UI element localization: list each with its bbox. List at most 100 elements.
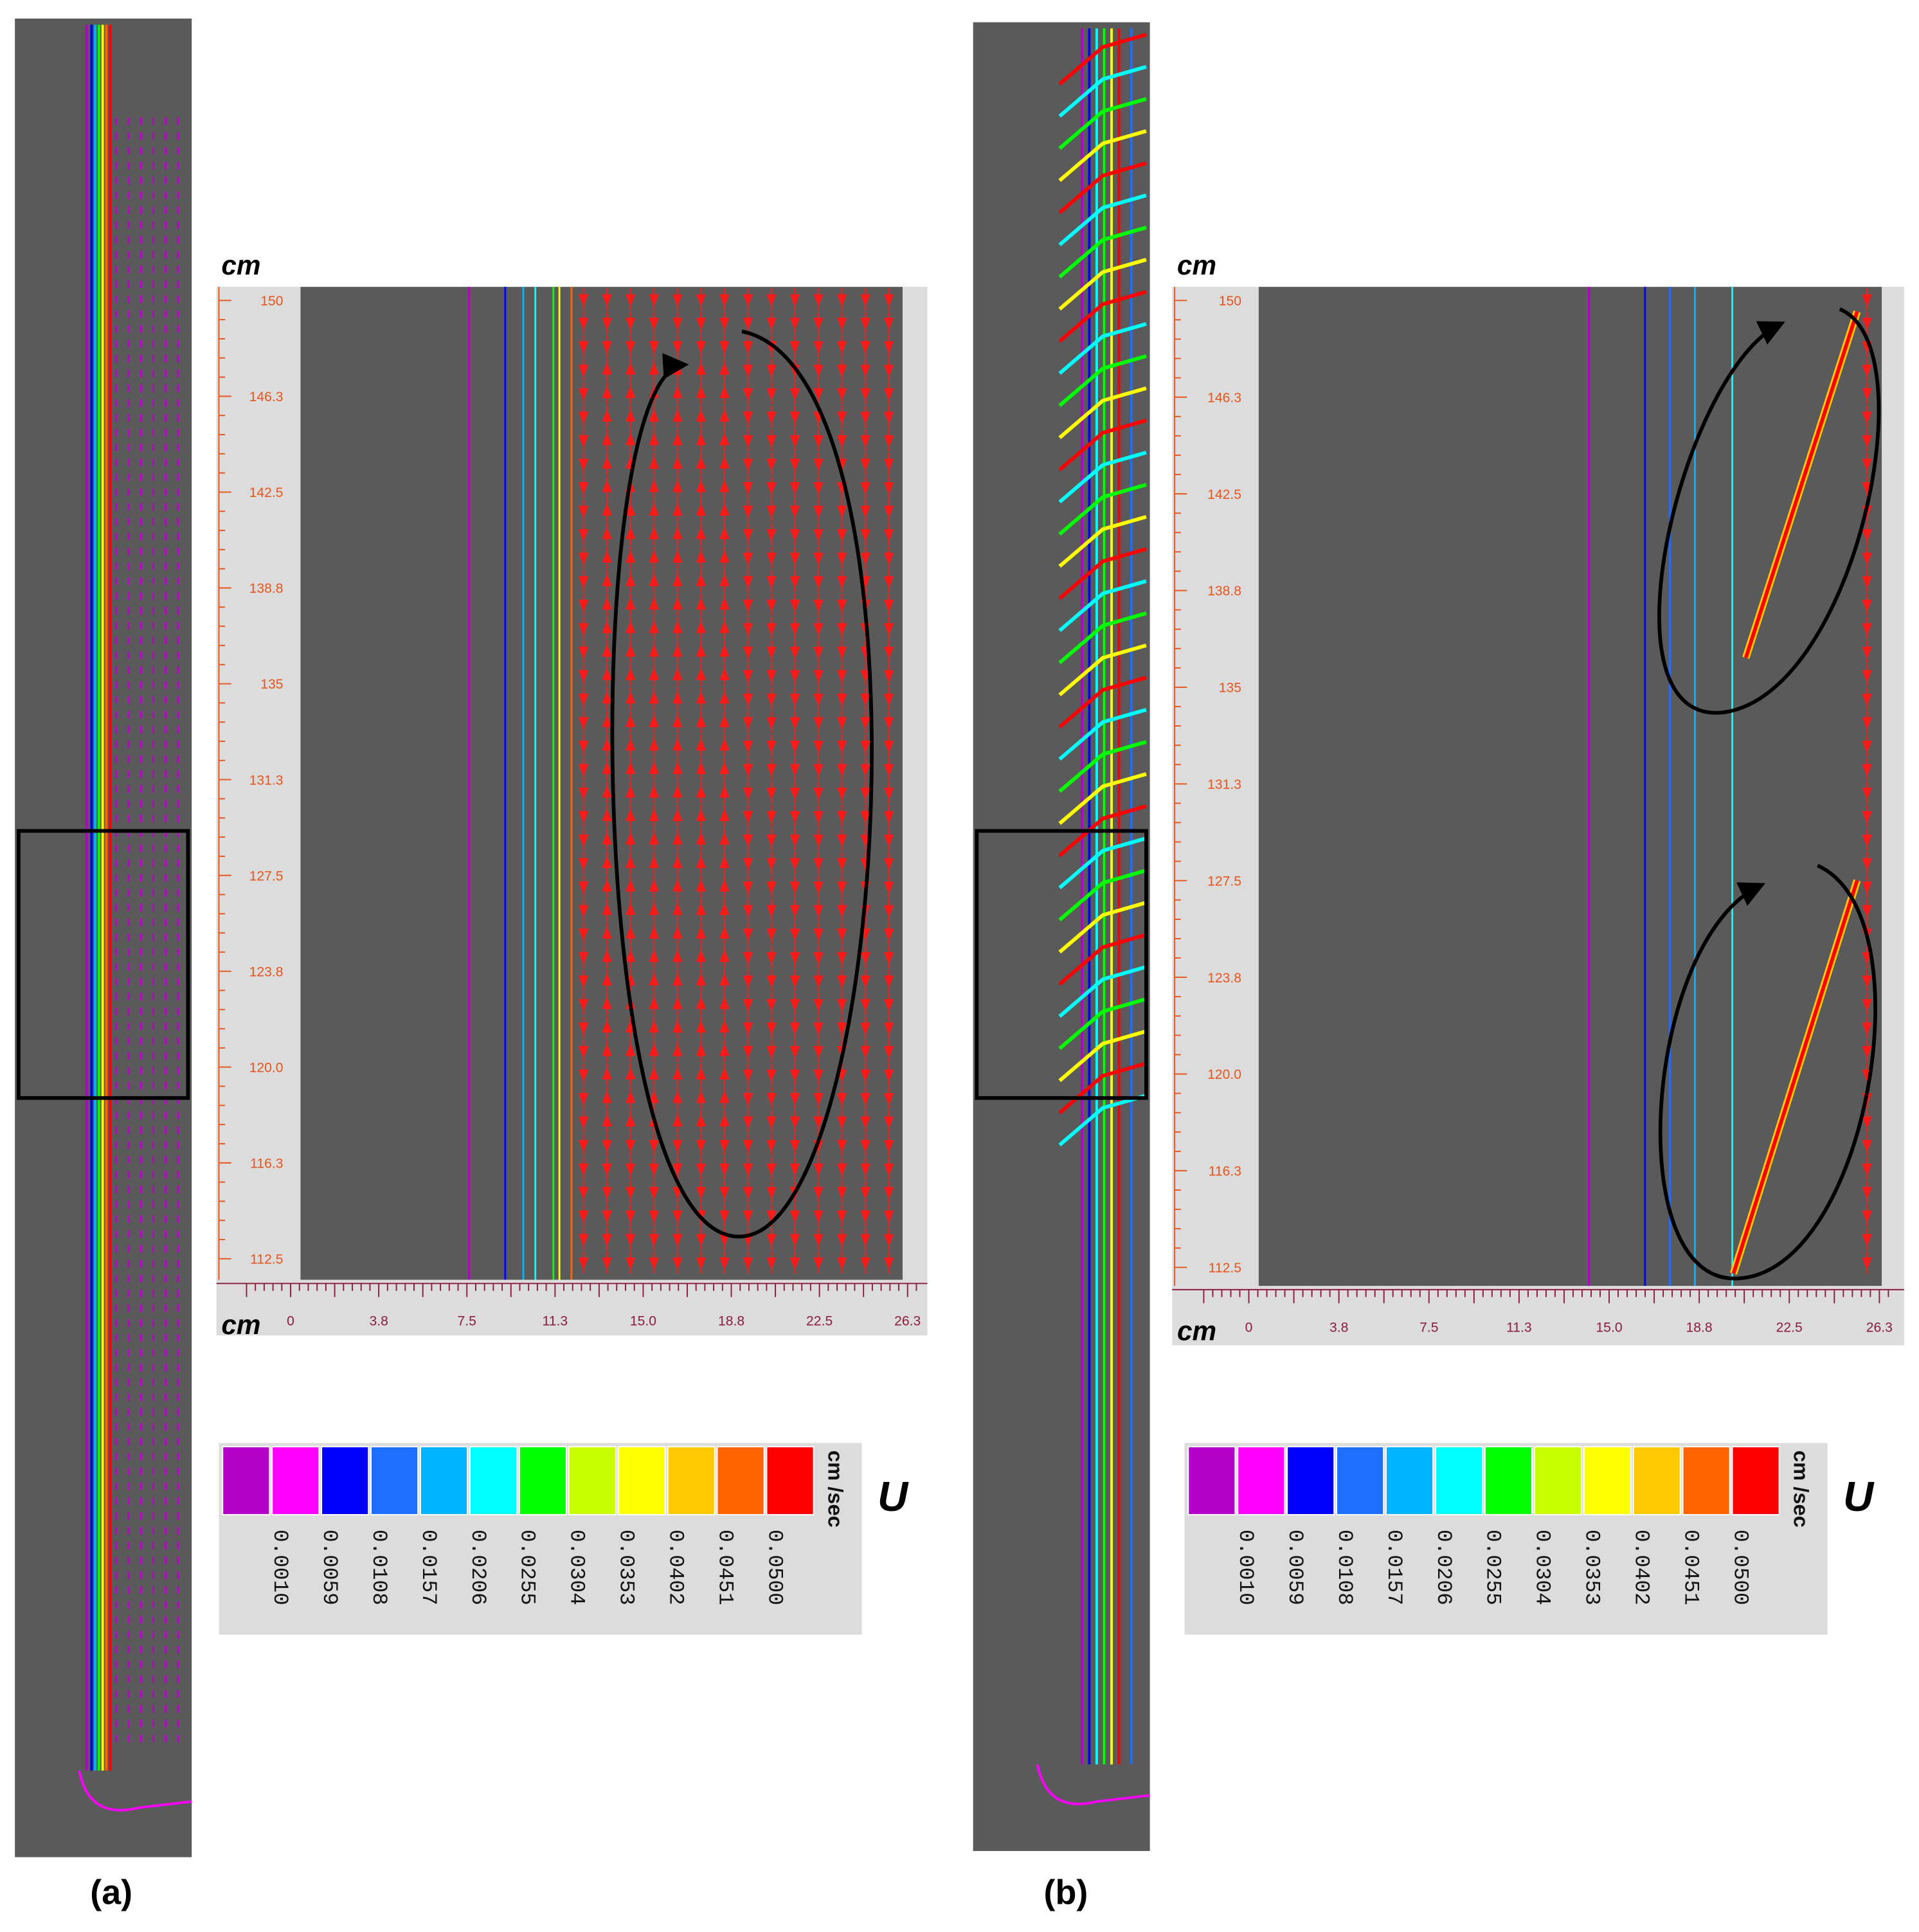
wave-contour bbox=[1058, 65, 1147, 118]
contour-line bbox=[78, 1770, 192, 1812]
y-unit-label: cm bbox=[1177, 250, 1216, 280]
x-tick-label: 18.8 bbox=[718, 1314, 744, 1329]
legend-value: 0.0157 bbox=[417, 1530, 440, 1605]
y-tick-label: 146.3 bbox=[1207, 390, 1241, 405]
y-tick-label: 131.3 bbox=[1207, 777, 1241, 792]
x-tick-label: 3.8 bbox=[1329, 1320, 1348, 1335]
legend-swatch bbox=[568, 1446, 617, 1515]
y-tick-label: 135 bbox=[260, 677, 283, 692]
y-tick-label: 116.3 bbox=[1209, 1164, 1241, 1179]
wave-contour bbox=[1058, 515, 1147, 568]
legend-swatch bbox=[1237, 1446, 1286, 1515]
legend-swatch bbox=[766, 1446, 815, 1515]
legend-value: 0.0500 bbox=[762, 1530, 786, 1605]
wave-contour bbox=[1058, 419, 1147, 472]
wave-contour bbox=[1058, 804, 1147, 858]
legend-value: 0.0353 bbox=[1580, 1530, 1604, 1605]
legend-swatch bbox=[716, 1446, 765, 1515]
legend-unit: cm /sec bbox=[824, 1450, 848, 1528]
legend-value: 0.0010 bbox=[1234, 1530, 1257, 1605]
y-tick-label: 150 bbox=[1219, 294, 1241, 309]
legend-value: 0.0402 bbox=[1629, 1530, 1653, 1605]
ruler-y bbox=[216, 287, 301, 1280]
legend-value: 0.0255 bbox=[1481, 1530, 1505, 1605]
wave-contour bbox=[1058, 547, 1147, 600]
x-tick-label: 26.3 bbox=[1866, 1320, 1893, 1335]
y-tick-label: 142.5 bbox=[1207, 487, 1241, 502]
legend-value: 0.0059 bbox=[318, 1530, 341, 1605]
x-tick-label: 3.8 bbox=[369, 1314, 388, 1329]
wave-contour bbox=[1058, 1029, 1147, 1083]
ruler-y bbox=[1172, 287, 1259, 1286]
y-tick-label: 123.8 bbox=[1207, 971, 1241, 986]
legend-swatch bbox=[420, 1446, 469, 1515]
legend-swatch bbox=[1583, 1446, 1632, 1515]
x-tick-label: 11.3 bbox=[543, 1314, 568, 1329]
y-unit-label: cm bbox=[221, 250, 260, 280]
y-tick-label: 127.5 bbox=[1207, 874, 1241, 889]
legend-swatch bbox=[271, 1446, 320, 1515]
legend-swatch bbox=[1731, 1446, 1780, 1515]
legend-value: 0.0451 bbox=[713, 1530, 737, 1605]
legend-swatch bbox=[1632, 1446, 1681, 1515]
wave-contour bbox=[1058, 483, 1147, 536]
y-tick-label: 142.5 bbox=[249, 485, 284, 500]
x-tick-label: 7.5 bbox=[1419, 1320, 1438, 1335]
wave-contour bbox=[1058, 997, 1147, 1051]
legend-value: 0.0206 bbox=[466, 1530, 490, 1605]
wave-contour bbox=[1058, 354, 1147, 407]
legend-value: 0.0059 bbox=[1283, 1530, 1307, 1605]
circulation-arrow bbox=[1657, 307, 1881, 715]
y-tick-label: 135 bbox=[1219, 681, 1241, 696]
wave-contour bbox=[1058, 97, 1147, 150]
x-tick-label: 18.8 bbox=[1686, 1320, 1713, 1335]
x-unit-label: cm bbox=[221, 1310, 260, 1340]
legend-swatch bbox=[370, 1446, 419, 1515]
legend-unit: cm /sec bbox=[1790, 1450, 1814, 1528]
x-tick-label: 15.0 bbox=[630, 1314, 656, 1329]
legend-value: 0.0010 bbox=[268, 1530, 292, 1605]
wave-contour bbox=[1058, 322, 1147, 375]
panel-label: (b) bbox=[1044, 1873, 1088, 1912]
y-tick-label: 123.8 bbox=[249, 964, 284, 979]
legend-value: 0.0108 bbox=[367, 1530, 391, 1605]
legend-symbol: U bbox=[1843, 1473, 1875, 1520]
legend-value: 0.0353 bbox=[615, 1530, 638, 1605]
shear-contour bbox=[1731, 880, 1859, 1274]
zoom-window bbox=[17, 829, 190, 1100]
x-tick-label: 0 bbox=[287, 1314, 294, 1329]
circulation-arrow bbox=[610, 329, 874, 1239]
y-tick-label: 138.8 bbox=[1207, 584, 1241, 599]
legend-swatch bbox=[667, 1446, 716, 1515]
legend-value: 0.0157 bbox=[1382, 1530, 1406, 1605]
legend-swatch bbox=[1385, 1446, 1434, 1515]
x-tick-label: 15.0 bbox=[1596, 1320, 1622, 1335]
x-unit-label: cm bbox=[1177, 1316, 1216, 1346]
plot-edge bbox=[1882, 287, 1904, 1286]
legend-swatch bbox=[1533, 1446, 1582, 1515]
legend-swatch bbox=[222, 1446, 271, 1515]
wave-contour bbox=[1058, 579, 1147, 633]
wave-contour bbox=[1058, 772, 1147, 826]
legend-swatch bbox=[1682, 1446, 1731, 1515]
legend-value: 0.0206 bbox=[1432, 1530, 1455, 1605]
y-tick-label: 138.8 bbox=[249, 581, 284, 596]
legend-swatch bbox=[1484, 1446, 1533, 1515]
y-tick-label: 116.3 bbox=[250, 1156, 283, 1171]
y-tick-label: 120.0 bbox=[1207, 1067, 1241, 1082]
x-tick-label: 22.5 bbox=[1776, 1320, 1803, 1335]
wave-contour bbox=[1058, 129, 1147, 182]
x-tick-label: 11.3 bbox=[1506, 1320, 1532, 1335]
circulation-arrow bbox=[1658, 863, 1877, 1281]
shear-contour bbox=[1743, 311, 1859, 659]
wave-contour bbox=[1058, 226, 1147, 278]
legend-value: 0.0108 bbox=[1333, 1530, 1356, 1605]
wave-contour bbox=[1058, 644, 1147, 697]
wave-contour bbox=[1058, 611, 1147, 665]
x-tick-label: 7.5 bbox=[458, 1314, 476, 1329]
wave-contour bbox=[1058, 386, 1147, 440]
legend-swatch bbox=[617, 1446, 666, 1515]
wave-contour bbox=[1058, 290, 1147, 343]
wave-contour bbox=[1058, 933, 1147, 986]
